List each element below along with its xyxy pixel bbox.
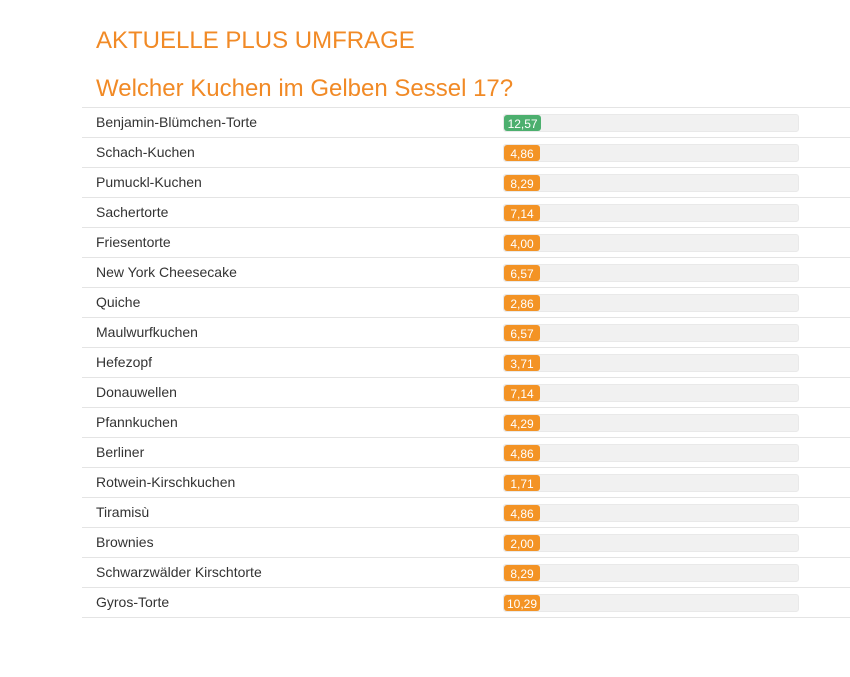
poll-result-row: Maulwurfkuchen 6,57: [82, 318, 850, 348]
poll-bar-track: 4,29: [503, 414, 799, 432]
poll-result-row: Quiche 2,86: [82, 288, 850, 318]
poll-option-label: Maulwurfkuchen: [96, 324, 198, 340]
poll-option-label: Sachertorte: [96, 204, 169, 220]
poll-option-label: Schwarzwälder Kirschtorte: [96, 564, 262, 580]
poll-bar-track: 7,14: [503, 204, 799, 222]
poll-option-label: Berliner: [96, 444, 145, 460]
poll-question: Welcher Kuchen im Gelben Sessel 17?: [96, 75, 514, 102]
poll-bar-fill: 1,71: [504, 475, 540, 491]
poll-bar-track: 4,86: [503, 444, 799, 462]
poll-option-label: Donauwellen: [96, 384, 177, 400]
poll-option-label: Brownies: [96, 534, 154, 550]
poll-bar-fill: 8,29: [504, 565, 540, 581]
poll-bar-track: 4,86: [503, 504, 799, 522]
poll-bar-fill: 2,00: [504, 535, 540, 551]
poll-bar-fill: 7,14: [504, 385, 540, 401]
poll-bar-fill: 3,71: [504, 355, 540, 371]
poll-bar-track: 6,57: [503, 324, 799, 342]
poll-result-row: Berliner 4,86: [82, 438, 850, 468]
poll-bar-track: 8,29: [503, 174, 799, 192]
poll-bar-fill: 6,57: [504, 265, 540, 281]
poll-bar-track: 4,00: [503, 234, 799, 252]
poll-bar-fill: 10,29: [504, 595, 540, 611]
poll-result-row: Schach-Kuchen 4,86: [82, 138, 850, 168]
poll-result-row: Hefezopf 3,71: [82, 348, 850, 378]
poll-option-label: Benjamin-Blümchen-Torte: [96, 114, 258, 130]
poll-bar-fill: 4,86: [504, 505, 540, 521]
poll-bar-fill: 4,86: [504, 145, 540, 161]
poll-bar-track: 6,57: [503, 264, 799, 282]
poll-option-label: Rotwein-Kirschkuchen: [96, 474, 236, 490]
poll-result-row: Gyros-Torte 10,29: [82, 588, 850, 618]
poll-bar-fill: 4,86: [504, 445, 540, 461]
poll-bar-fill: 2,86: [504, 295, 540, 311]
poll-result-row: Friesentorte 4,00: [82, 228, 850, 258]
poll-bar-fill: 7,14: [504, 205, 540, 221]
poll-bar-fill: 12,57: [504, 115, 542, 131]
poll-bar-track: 10,29: [503, 594, 799, 612]
poll-result-row: New York Cheesecake 6,57: [82, 258, 850, 288]
poll-option-label: Pumuckl-Kuchen: [96, 174, 202, 190]
poll-option-label: Hefezopf: [96, 354, 153, 370]
poll-bar-fill: 8,29: [504, 175, 540, 191]
poll-option-label: Pfannkuchen: [96, 414, 178, 430]
poll-option-label: Friesentorte: [96, 234, 171, 250]
poll-result-row: Sachertorte 7,14: [82, 198, 850, 228]
poll-bar-fill: 4,29: [504, 415, 540, 431]
poll-bar-track: 4,86: [503, 144, 799, 162]
poll-option-label: Gyros-Torte: [96, 594, 170, 610]
poll-bar-fill: 6,57: [504, 325, 540, 341]
poll-bar-track: 12,57: [503, 114, 799, 132]
poll-bar-fill: 4,00: [504, 235, 540, 251]
poll-result-row: Schwarzwälder Kirschtorte 8,29: [82, 558, 850, 588]
poll-option-label: Tiramisù: [96, 504, 150, 520]
poll-bar-track: 8,29: [503, 564, 799, 582]
poll-bar-track: 2,00: [503, 534, 799, 552]
poll-result-row: Benjamin-Blümchen-Torte 12,57: [82, 108, 850, 138]
poll-option-label: New York Cheesecake: [96, 264, 237, 280]
poll-result-row: Donauwellen 7,14: [82, 378, 850, 408]
poll-bar-track: 2,86: [503, 294, 799, 312]
poll-result-row: Pfannkuchen 4,29: [82, 408, 850, 438]
poll-bar-track: 3,71: [503, 354, 799, 372]
poll-results-list: Benjamin-Blümchen-Torte 12,57 Schach-Kuche…: [82, 107, 850, 618]
poll-option-label: Schach-Kuchen: [96, 144, 195, 160]
poll-section-title: AKTUELLE PLUS UMFRAGE: [96, 27, 415, 54]
poll-bar-track: 1,71: [503, 474, 799, 492]
poll-result-row: Tiramisù 4,86: [82, 498, 850, 528]
poll-result-row: Pumuckl-Kuchen 8,29: [82, 168, 850, 198]
poll-result-row: Rotwein-Kirschkuchen 1,71: [82, 468, 850, 498]
poll-option-label: Quiche: [96, 294, 141, 310]
poll-bar-track: 7,14: [503, 384, 799, 402]
poll-result-row: Brownies 2,00: [82, 528, 850, 558]
